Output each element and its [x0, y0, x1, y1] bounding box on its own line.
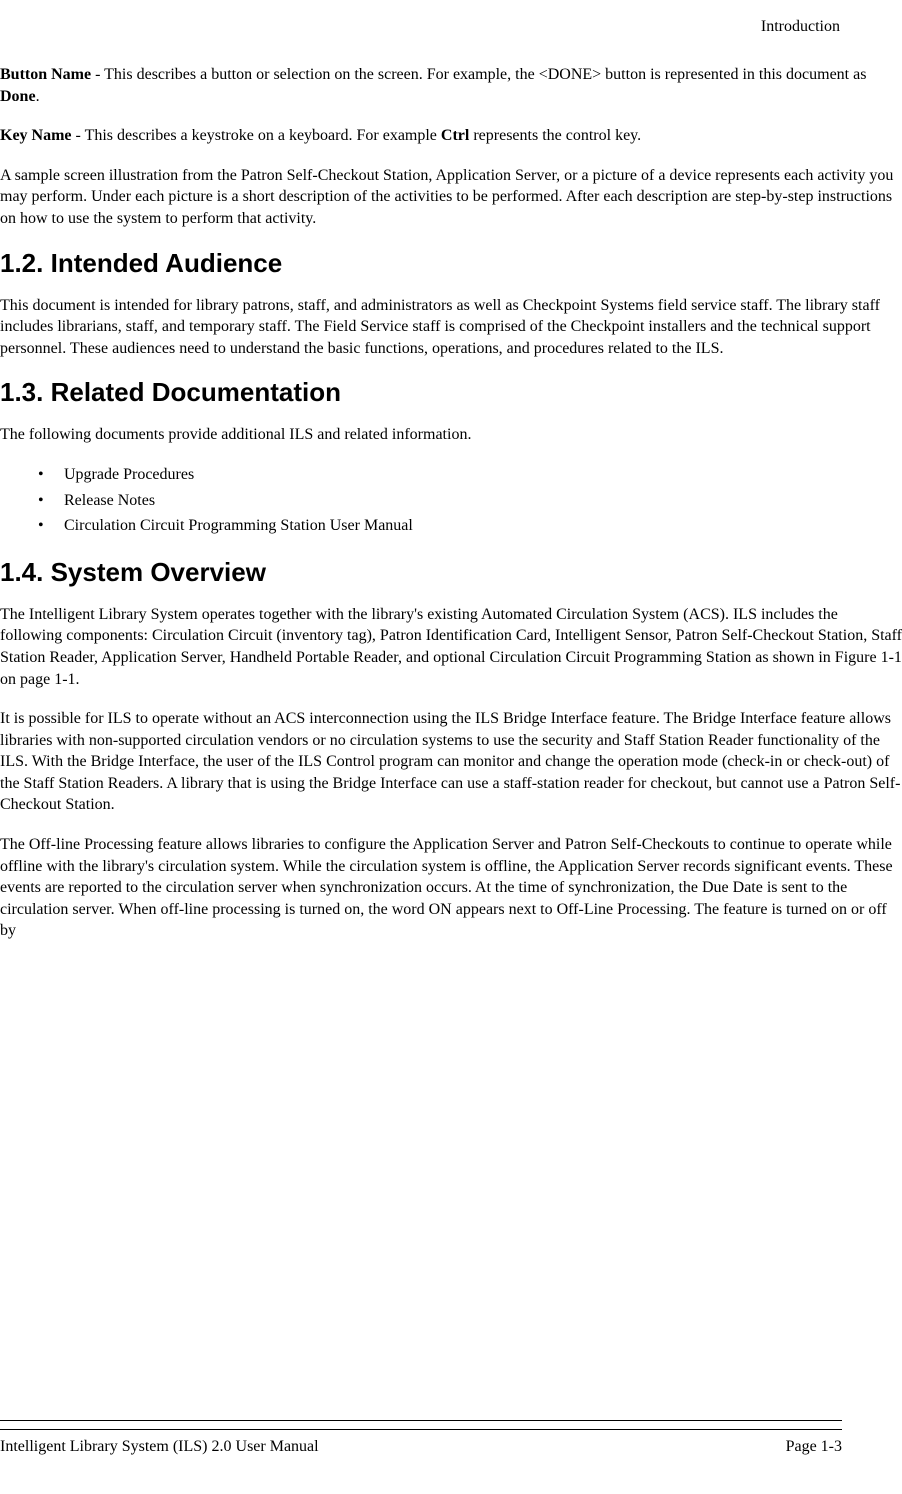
paragraph-intended-audience: This document is intended for library pa…: [0, 295, 902, 360]
term-ctrl: Ctrl: [441, 127, 469, 144]
footer-left: Intelligent Library System (ILS) 2.0 Use…: [0, 1438, 319, 1456]
footer-line-top: [0, 1420, 842, 1421]
footer-row: Intelligent Library System (ILS) 2.0 Use…: [0, 1438, 842, 1456]
term-key-name: Key Name: [0, 127, 72, 144]
paragraph-system-overview-2: It is possible for ILS to operate withou…: [0, 708, 902, 816]
list-item: Release Notes: [38, 488, 902, 514]
text: - This describes a button or selection o…: [91, 66, 866, 83]
paragraph-sample-screen: A sample screen illustration from the Pa…: [0, 165, 902, 230]
page-body: Button Name - This describes a button or…: [0, 64, 902, 942]
list-item: Circulation Circuit Programming Station …: [38, 513, 902, 539]
heading-intended-audience: 1.2. Intended Audience: [0, 248, 902, 279]
term-done: Done: [0, 88, 36, 105]
term-button-name: Button Name: [0, 66, 91, 83]
page-header-right: Introduction: [0, 18, 902, 36]
footer-right: Page 1-3: [786, 1438, 842, 1456]
text: .: [36, 88, 40, 105]
page-footer: Intelligent Library System (ILS) 2.0 Use…: [0, 1420, 902, 1456]
paragraph-key-name: Key Name - This describes a keystroke on…: [0, 125, 902, 147]
paragraph-system-overview-3: The Off-line Processing feature allows l…: [0, 834, 902, 942]
heading-related-documentation: 1.3. Related Documentation: [0, 377, 902, 408]
footer-line-bottom: [0, 1429, 842, 1430]
heading-system-overview: 1.4. System Overview: [0, 557, 902, 588]
section-label: Introduction: [761, 18, 840, 35]
related-docs-list: Upgrade Procedures Release Notes Circula…: [0, 462, 902, 539]
text: - This describes a keystroke on a keyboa…: [72, 127, 441, 144]
paragraph-button-name: Button Name - This describes a button or…: [0, 64, 902, 107]
list-item: Upgrade Procedures: [38, 462, 902, 488]
paragraph-system-overview-1: The Intelligent Library System operates …: [0, 604, 902, 690]
text: represents the control key.: [469, 127, 641, 144]
paragraph-related-docs-intro: The following documents provide addition…: [0, 424, 902, 446]
page-container: Introduction Button Name - This describe…: [0, 0, 902, 1494]
